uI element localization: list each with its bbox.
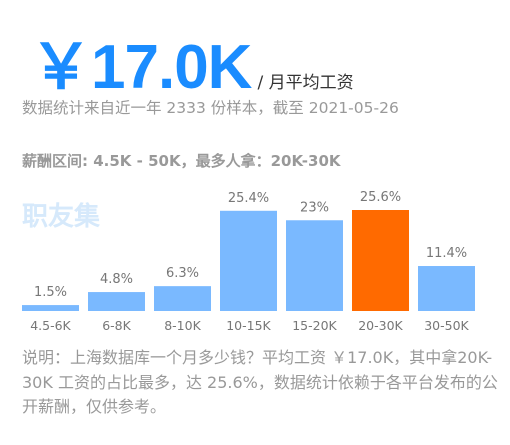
- category-label: 20-30K: [358, 318, 403, 333]
- average-salary-value: ￥17.0K: [30, 33, 252, 102]
- bar-20-30K: [352, 210, 409, 311]
- bar-6-8K: [88, 292, 145, 311]
- category-label: 4.5-6K: [30, 318, 71, 333]
- salary-unit-label: / 月平均工资: [257, 73, 354, 93]
- category-label: 15-20K: [292, 318, 337, 333]
- category-label: 6-8K: [102, 318, 131, 333]
- bar-10-15K: [220, 210, 277, 311]
- bar-8-10K: [154, 286, 211, 311]
- category-label: 30-50K: [424, 318, 469, 333]
- bar-value-label: 11.4%: [426, 246, 467, 261]
- salary-range-info: 薪酬区间: 4.5K - 50K，最多人拿：20K-30K: [22, 152, 341, 170]
- bar-value-label: 25.4%: [228, 191, 269, 206]
- bar-value-label: 1.5%: [34, 285, 67, 300]
- bar-value-label: 6.3%: [166, 266, 199, 281]
- category-label: 10-15K: [226, 318, 271, 333]
- category-label: 8-10K: [164, 318, 201, 333]
- bar-30-50K: [418, 266, 475, 311]
- bar-value-label: 23%: [300, 200, 329, 215]
- bar-4.5-6K: [22, 305, 79, 311]
- average-salary-header: ￥17.0K / 月平均工资: [30, 16, 354, 106]
- bar-15-20K: [286, 220, 343, 311]
- description-note: 说明：上海数据库一个月多少钱？平均工资 ￥17.0K，其中拿20K-30K 工资…: [22, 348, 498, 416]
- watermark-logo: 职友集: [22, 201, 101, 232]
- bar-value-label: 25.6%: [360, 190, 401, 205]
- sample-info: 数据统计来自近一年 2333 份样本，截至 2021-05-26: [22, 99, 399, 117]
- salary-distribution-chart: 职友集 1.5% 4.5-6K 4.8% 6-8K 6.3% 8-10K 25.4% 10-15…: [22, 190, 475, 333]
- bar-value-label: 4.8%: [100, 272, 133, 287]
